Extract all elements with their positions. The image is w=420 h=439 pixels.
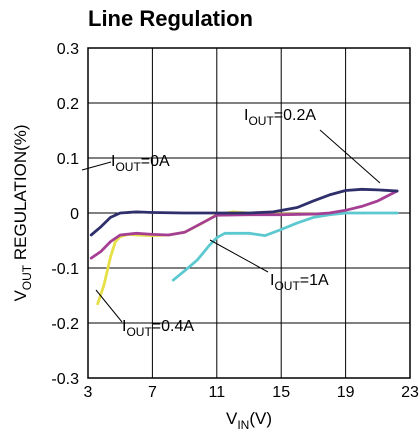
- y-tick-labels: 0.3 0.2 0.1 0 -0.1 -0.2 -0.3: [51, 41, 79, 388]
- y-tick-label: 0.2: [57, 96, 79, 113]
- x-tick-label: 7: [148, 384, 157, 401]
- chart-title: Line Regulation: [88, 6, 253, 31]
- x-axis-label: VIN(V): [226, 409, 272, 432]
- x-tick-label: 11: [208, 384, 225, 401]
- series-line-iout-0a: [89, 187, 399, 237]
- label-iout-0a: IOUT=0A: [111, 153, 170, 174]
- y-tick-label: 0: [70, 206, 79, 223]
- label-iout-0-2a: IOUT=0.2A: [244, 107, 316, 128]
- series-line-iout-1a: [171, 211, 399, 282]
- y-tick-label: 0.1: [57, 151, 79, 168]
- leader-iout-0-2a: [319, 129, 381, 184]
- x-tick-label: 23: [401, 384, 419, 401]
- y-tick-label: 0.3: [57, 41, 79, 58]
- y-tick-label: -0.1: [51, 261, 79, 278]
- series-line-iout-0-4a: [96, 210, 348, 306]
- leader-iout-0-4a: [95, 289, 123, 323]
- y-tick-label: -0.2: [51, 316, 79, 333]
- series-line-iout-0-2a: [89, 189, 399, 260]
- x-tick-label: 19: [337, 384, 355, 401]
- annotation-leaders: [81, 129, 381, 323]
- plot-frame: [87, 47, 411, 379]
- annotation-labels: IOUT=0A IOUT=0.2A IOUT=0.4A IOUT=1A: [111, 107, 329, 339]
- x-tick-label: 3: [84, 384, 93, 401]
- leader-iout-0a: [81, 161, 112, 171]
- y-tick-label: -0.3: [51, 371, 79, 388]
- label-iout-1a: IOUT=1A: [270, 272, 329, 293]
- y-axis-label: VOUT REGULATION(%): [11, 124, 34, 301]
- x-tick-labels: 3 7 11 15 19 23: [84, 384, 419, 401]
- x-tick-label: 15: [272, 384, 290, 401]
- label-iout-0-4a: IOUT=0.4A: [122, 318, 194, 339]
- leader-iout-1a: [209, 239, 269, 273]
- series-lines: [89, 187, 399, 306]
